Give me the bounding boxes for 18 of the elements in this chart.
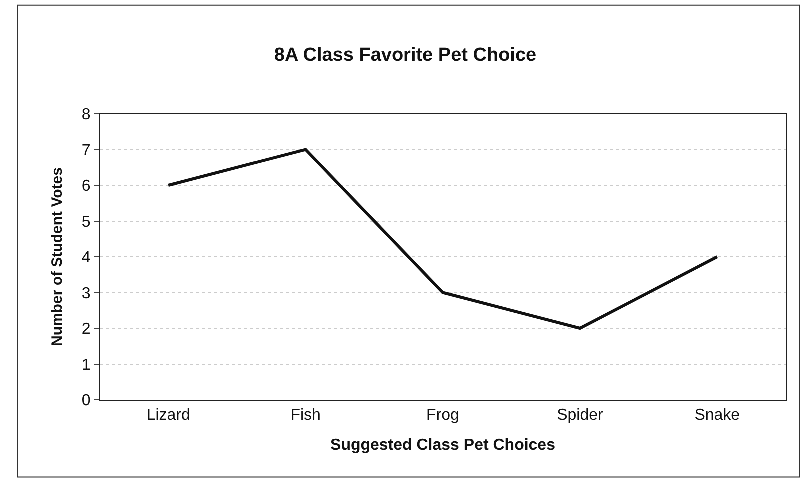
line-series [167,148,719,330]
y-tick-label: 1 [82,356,91,374]
y-tick-label: 0 [82,392,91,410]
x-axis-title: Suggested Class Pet Choices [330,436,556,454]
y-tick-label: 6 [82,178,91,196]
y-tick-label: 5 [82,214,91,231]
y-tick-label: 4 [82,250,91,267]
y-tick-label: 7 [82,142,91,160]
y-axis-title: Number of Student Votes [49,168,66,346]
chart-title: 8A Class Favorite Pet Choice [274,45,537,66]
x-tick-label: Snake [694,407,740,424]
x-tick-label: Lizard [146,407,190,424]
y-tick-label: 2 [82,321,91,338]
x-tick-label: Frog [426,407,460,424]
x-tick-label: Spider [557,407,604,424]
y-tick-label: 3 [82,285,91,302]
x-tick-label: Fish [290,407,321,424]
y-tick-label: 8 [82,106,91,124]
